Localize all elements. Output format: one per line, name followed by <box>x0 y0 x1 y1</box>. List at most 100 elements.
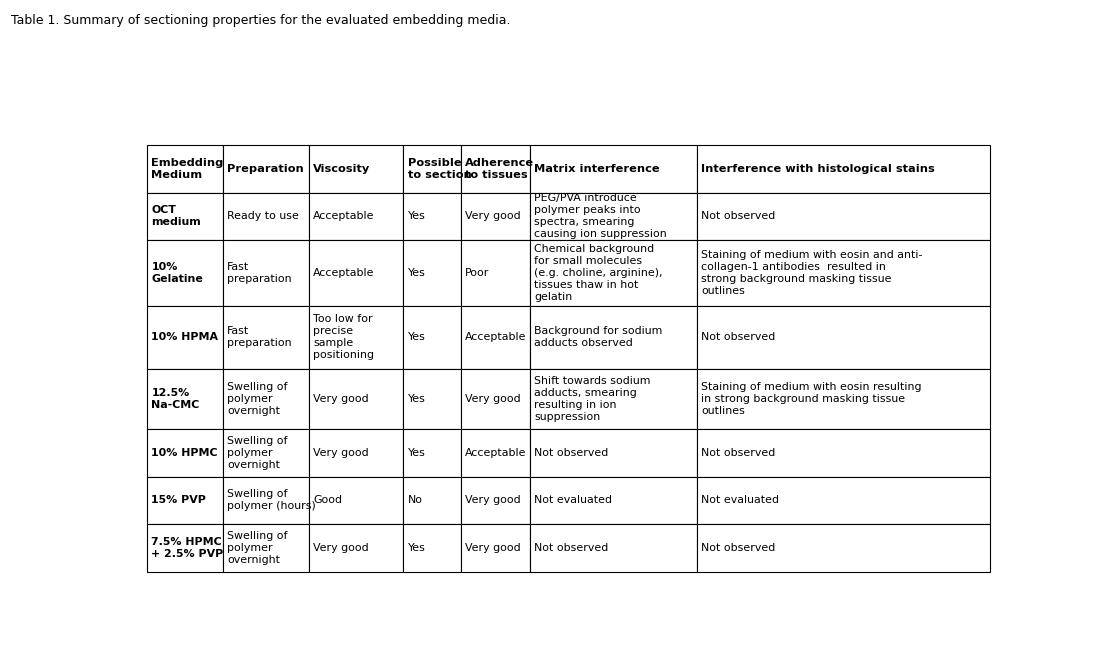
Bar <box>403 306 461 369</box>
Text: Very good: Very good <box>314 394 369 404</box>
Bar <box>530 477 697 524</box>
Bar <box>147 192 223 240</box>
Text: Preparation: Preparation <box>227 164 304 174</box>
Bar <box>309 306 403 369</box>
Text: Swelling of
polymer
overnight: Swelling of polymer overnight <box>227 531 288 565</box>
Text: Not observed: Not observed <box>701 448 776 458</box>
Bar <box>530 524 697 572</box>
Text: Fast
preparation: Fast preparation <box>227 326 291 348</box>
Text: Yes: Yes <box>408 211 425 222</box>
Bar <box>403 477 461 524</box>
Text: Not observed: Not observed <box>534 543 608 553</box>
Text: 10%
Gelatine: 10% Gelatine <box>152 262 203 284</box>
Text: Adherence
to tissues: Adherence to tissues <box>465 158 534 180</box>
Bar <box>403 192 461 240</box>
Text: OCT
medium: OCT medium <box>152 205 202 227</box>
Bar <box>223 524 309 572</box>
Text: Yes: Yes <box>408 394 425 404</box>
Text: Embedding
Medium: Embedding Medium <box>152 158 224 180</box>
Bar <box>461 192 530 240</box>
Bar <box>530 369 697 429</box>
Text: 15% PVP: 15% PVP <box>152 496 206 505</box>
Text: Ready to use: Ready to use <box>227 211 299 222</box>
Bar <box>461 240 530 306</box>
Text: Matrix interference: Matrix interference <box>534 164 660 174</box>
Bar <box>530 192 697 240</box>
Text: Swelling of
polymer (hours): Swelling of polymer (hours) <box>227 489 316 511</box>
Bar <box>147 429 223 477</box>
Bar <box>147 524 223 572</box>
Bar <box>309 145 403 192</box>
Text: Chemical background
for small molecules
(e.g. choline, arginine),
tissues thaw i: Chemical background for small molecules … <box>534 244 663 302</box>
Text: Background for sodium
adducts observed: Background for sodium adducts observed <box>534 326 663 348</box>
Text: Shift towards sodium
adducts, smearing
resulting in ion
suppression: Shift towards sodium adducts, smearing r… <box>534 376 650 422</box>
Text: No: No <box>408 496 423 505</box>
Text: Not evaluated: Not evaluated <box>534 496 613 505</box>
Bar <box>147 477 223 524</box>
Bar <box>223 477 309 524</box>
Text: Not observed: Not observed <box>701 211 776 222</box>
Text: Very good: Very good <box>465 543 521 553</box>
Text: Yes: Yes <box>408 543 425 553</box>
Text: Possible
to section: Possible to section <box>408 158 472 180</box>
Bar <box>461 145 530 192</box>
Bar <box>309 429 403 477</box>
Bar <box>403 145 461 192</box>
Bar <box>697 429 991 477</box>
Bar <box>223 429 309 477</box>
Text: Swelling of
polymer
overnight: Swelling of polymer overnight <box>227 382 288 416</box>
Bar <box>697 369 991 429</box>
Bar <box>309 192 403 240</box>
Bar <box>147 145 223 192</box>
Text: 7.5% HPMC
+ 2.5% PVP: 7.5% HPMC + 2.5% PVP <box>152 537 224 559</box>
Bar <box>147 369 223 429</box>
Text: Acceptable: Acceptable <box>465 448 526 458</box>
Text: 10% HPMC: 10% HPMC <box>152 448 218 458</box>
Text: Swelling of
polymer
overnight: Swelling of polymer overnight <box>227 436 288 470</box>
Bar <box>403 369 461 429</box>
Text: Acceptable: Acceptable <box>314 211 375 222</box>
Bar <box>697 477 991 524</box>
Text: Staining of medium with eosin resulting
in strong background masking tissue
outl: Staining of medium with eosin resulting … <box>701 382 922 416</box>
Bar <box>223 192 309 240</box>
Bar <box>530 429 697 477</box>
Bar <box>309 369 403 429</box>
Bar <box>147 240 223 306</box>
Text: Yes: Yes <box>408 332 425 342</box>
Bar <box>403 240 461 306</box>
Text: Acceptable: Acceptable <box>465 332 526 342</box>
Text: Very good: Very good <box>465 496 521 505</box>
Bar <box>147 306 223 369</box>
Text: Acceptable: Acceptable <box>314 268 375 278</box>
Bar <box>223 145 309 192</box>
Text: Very good: Very good <box>465 211 521 222</box>
Bar <box>403 429 461 477</box>
Text: 12.5%
Na-CMC: 12.5% Na-CMC <box>152 388 199 410</box>
Bar <box>461 477 530 524</box>
Bar <box>461 429 530 477</box>
Text: 10% HPMA: 10% HPMA <box>152 332 218 342</box>
Text: Not evaluated: Not evaluated <box>701 496 779 505</box>
Bar <box>461 524 530 572</box>
Text: Not observed: Not observed <box>534 448 608 458</box>
Bar <box>309 524 403 572</box>
Text: Viscosity: Viscosity <box>314 164 370 174</box>
Bar <box>697 306 991 369</box>
Bar <box>403 524 461 572</box>
Text: Yes: Yes <box>408 448 425 458</box>
Text: Not observed: Not observed <box>701 543 776 553</box>
Bar <box>697 524 991 572</box>
Bar <box>530 306 697 369</box>
Text: Staining of medium with eosin and anti-
collagen-1 antibodies  resulted in
stron: Staining of medium with eosin and anti- … <box>701 250 923 296</box>
Text: Very good: Very good <box>465 394 521 404</box>
Bar <box>530 240 697 306</box>
Text: Not observed: Not observed <box>701 332 776 342</box>
Text: PEG/PVA introduce
polymer peaks into
spectra, smearing
causing ion suppression: PEG/PVA introduce polymer peaks into spe… <box>534 193 667 239</box>
Bar <box>697 192 991 240</box>
Bar <box>461 369 530 429</box>
Bar <box>530 145 697 192</box>
Text: Table 1. Summary of sectioning properties for the evaluated embedding media.: Table 1. Summary of sectioning propertie… <box>11 14 511 27</box>
Bar <box>309 240 403 306</box>
Text: Too low for
precise
sample
positioning: Too low for precise sample positioning <box>314 314 375 360</box>
Bar <box>223 369 309 429</box>
